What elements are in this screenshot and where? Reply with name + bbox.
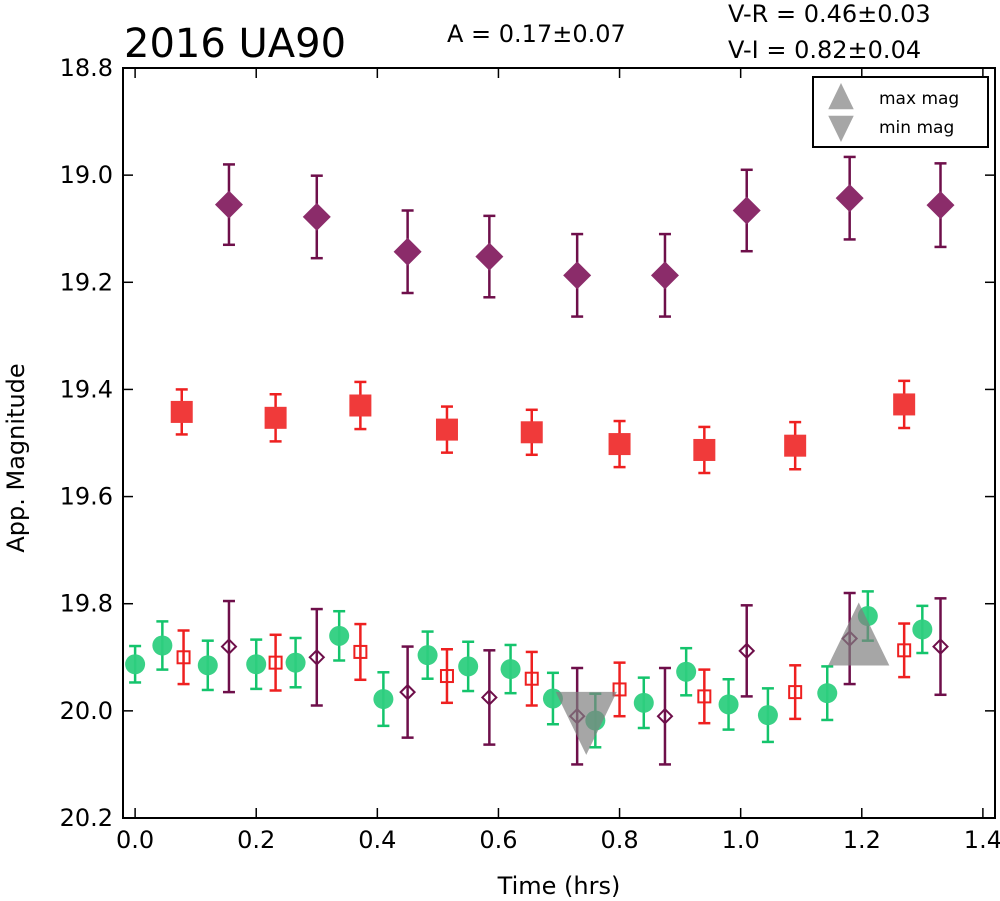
data-point [268, 655, 283, 670]
y-tick-label: 19.6 [60, 483, 113, 511]
y-tick-label: 19.2 [60, 268, 113, 296]
min-mag-marker [555, 691, 617, 755]
y-tick-label: 20.0 [60, 697, 113, 725]
data-point [520, 421, 543, 444]
data-point [176, 650, 191, 665]
legend: max mag min mag [812, 76, 989, 148]
data-point [458, 656, 479, 677]
data-point [676, 661, 697, 682]
x-tick-label: 0.4 [358, 826, 396, 854]
data-point [197, 655, 218, 676]
max-mag-marker [828, 602, 890, 666]
series-1 [170, 379, 916, 475]
legend-label: max mag [879, 89, 959, 109]
y-tick-label: 19.4 [60, 375, 113, 403]
data-point [738, 642, 756, 660]
data-point [732, 196, 761, 225]
data-point [893, 393, 916, 416]
data-point [500, 659, 521, 680]
data-point [788, 685, 803, 700]
data-point [693, 438, 716, 461]
data-point [912, 619, 933, 640]
x-tick-label: 1.4 [964, 826, 1000, 854]
data-point [480, 689, 498, 706]
data-point [718, 694, 739, 715]
data-point [220, 638, 238, 655]
data-point [285, 652, 306, 673]
data-point [835, 184, 864, 213]
y-tick-label: 19.8 [60, 590, 113, 618]
legend-min-mag-icon [828, 115, 854, 142]
data-point [475, 242, 504, 271]
data-point [125, 654, 146, 675]
x-axis-label: Time (hrs) [497, 872, 621, 900]
x-tick-label: 0.0 [116, 826, 154, 854]
v-i-annotation: V-I = 0.82±0.04 [728, 36, 921, 64]
data-point [329, 625, 350, 646]
data-point [608, 433, 631, 456]
series-2 [125, 590, 933, 749]
legend-label: min mag [879, 118, 954, 138]
data-point [697, 689, 712, 704]
data-point [349, 394, 372, 417]
data-point [302, 202, 331, 231]
v-r-annotation: V-R = 0.46±0.03 [728, 0, 931, 28]
data-point [308, 648, 326, 666]
x-tick-label: 0.2 [237, 826, 275, 854]
x-tick-label: 0.6 [479, 826, 517, 854]
y-tick-label: 19.0 [60, 161, 113, 189]
chart-title: 2016 UA90 [124, 21, 346, 67]
series-0 [214, 155, 955, 318]
y-tick-label: 20.2 [60, 804, 113, 832]
x-tick-label: 0.8 [600, 826, 638, 854]
data-point [817, 683, 838, 704]
amplitude-annotation: A = 0.17±0.07 [447, 20, 626, 48]
data-point [399, 683, 417, 701]
legend-max-mag-icon [828, 83, 854, 110]
data-point [393, 237, 422, 266]
data-point [439, 669, 454, 684]
data-point [417, 645, 438, 666]
plot-area [122, 67, 996, 819]
data-point [435, 418, 458, 441]
data-point [170, 400, 193, 423]
data-point [373, 689, 394, 710]
data-point [784, 434, 807, 457]
x-axis-ticks: 0.0 0.2 0.4 0.6 0.8 1.0 1.2 1.4 [116, 68, 1000, 854]
x-tick-label: 1.2 [843, 826, 881, 854]
data-point [524, 671, 539, 686]
data-point [650, 261, 679, 290]
data-point [152, 635, 173, 656]
y-axis-ticks: 18.8 19.0 19.2 19.4 19.6 19.8 20.0 20.2 [60, 54, 995, 832]
data-point [612, 682, 627, 697]
y-tick-label: 18.8 [60, 54, 113, 82]
data-point [926, 191, 955, 220]
data-point [897, 643, 912, 658]
series-3 [176, 622, 912, 725]
data-point [353, 644, 368, 659]
data-point [932, 638, 949, 655]
data-point [214, 190, 243, 219]
data-point [246, 654, 267, 675]
x-tick-label: 1.0 [722, 826, 760, 854]
data-point [757, 705, 778, 726]
data-point [264, 406, 287, 429]
data-point [656, 707, 674, 725]
data-point [633, 692, 654, 713]
plot-frame [122, 67, 996, 819]
data-point [563, 261, 592, 290]
y-axis-label: App. Magnitude [2, 363, 30, 552]
